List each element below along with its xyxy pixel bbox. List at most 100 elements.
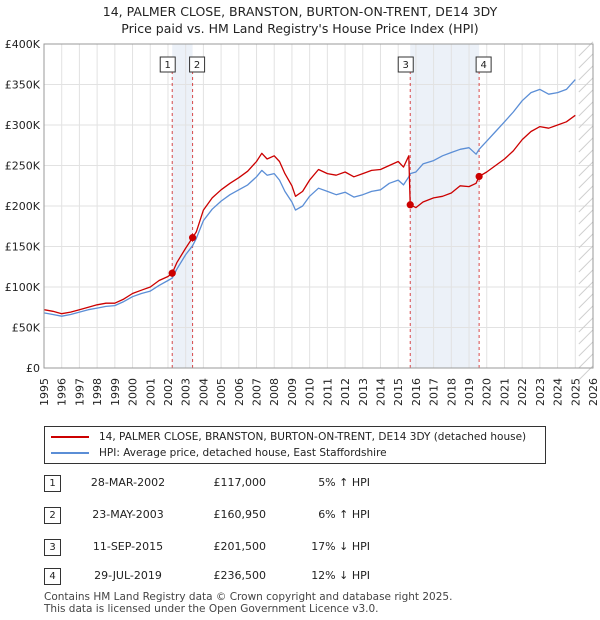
future-hatch (578, 341, 594, 357)
future-hatch (578, 353, 594, 369)
x-tick-label: 2006 (233, 378, 246, 406)
x-tick-label: 2018 (445, 378, 458, 406)
future-hatch (578, 173, 594, 189)
x-tick-label: 2002 (162, 378, 175, 406)
x-tick-label: 2019 (463, 378, 476, 406)
transaction-row: 1 28-MAR-2002 £117,000 5% ↑ HPI (0, 475, 600, 495)
footer-license: This data is licensed under the Open Gov… (44, 603, 379, 615)
transaction-label-box (159, 56, 176, 73)
transaction-price: £117,000 (213, 476, 267, 489)
transaction-label-text: 3 (403, 60, 409, 71)
future-hatch (578, 221, 594, 237)
chart-title-line2: Price paid vs. HM Land Registry's House … (121, 21, 479, 36)
future-hatch (578, 137, 594, 153)
x-tick-label: 2025 (569, 378, 582, 406)
transaction-label-box (397, 56, 414, 73)
x-tick-label: 2013 (357, 378, 370, 406)
future-hatch (578, 185, 594, 201)
future-hatch (578, 209, 594, 225)
legend-label-hpi: HPI: Average price, detached house, East… (99, 447, 387, 459)
transaction-price: £236,500 (213, 569, 267, 582)
future-hatch (578, 149, 594, 165)
future-hatch (578, 53, 594, 69)
transaction-number: 3 (44, 539, 61, 556)
legend-item-hpi: HPI: Average price, detached house, East… (51, 445, 387, 461)
transaction-label-text: 2 (194, 60, 200, 71)
x-tick-label: 2024 (552, 378, 565, 406)
x-tick-label: 2022 (516, 378, 529, 406)
x-tick-label: 1995 (38, 378, 51, 406)
transaction-row: 4 29-JUL-2019 £236,500 12% ↓ HPI (0, 568, 600, 588)
x-tick-label: 2011 (321, 378, 334, 406)
x-tick-label: 2023 (534, 378, 547, 406)
plot-border (43, 43, 594, 369)
transaction-label: 4 (475, 56, 492, 73)
chart-title-line1: 14, PALMER CLOSE, BRANSTON, BURTON-ON-TR… (102, 4, 498, 19)
x-tick-label: 2014 (374, 378, 387, 406)
x-tick-label: 2007 (251, 378, 264, 406)
transaction-price: £201,500 (213, 540, 267, 553)
x-tick-label: 1999 (109, 378, 122, 406)
x-tick-label: 1997 (73, 378, 86, 406)
legend-label-property: 14, PALMER CLOSE, BRANSTON, BURTON-ON-TR… (99, 431, 527, 443)
future-hatch (578, 293, 594, 309)
x-tick-label: 2000 (127, 378, 140, 406)
future-hatch (578, 257, 594, 273)
future-hatch (578, 125, 594, 141)
y-tick-label: £200K (5, 200, 41, 213)
transaction-hpi-diff: 6% ↑ HPI (318, 508, 370, 521)
price-chart: 1 2 3 4 £0 £50K £100K £150K £200K £250K £300K £350… (5, 38, 600, 406)
future-hatch (578, 281, 594, 297)
transaction-label-box (475, 56, 492, 73)
future-hatch (578, 233, 594, 249)
legend-swatch-property (51, 436, 89, 438)
x-tick-label: 2026 (587, 378, 600, 406)
chart-legend: 14, PALMER CLOSE, BRANSTON, BURTON-ON-TR… (44, 426, 546, 464)
x-tick-label: 2021 (498, 378, 511, 406)
x-tick-label: 2012 (339, 378, 352, 406)
future-hatch (578, 101, 594, 117)
transaction-price: £160,950 (213, 508, 267, 521)
y-tick-label: £250K (5, 160, 41, 173)
x-tick-label: 2005 (215, 378, 228, 406)
transaction-date: 23-MAY-2003 (92, 508, 164, 521)
transaction-point (188, 234, 197, 242)
future-hatch (578, 329, 594, 345)
transaction-label-text: 4 (480, 60, 486, 71)
y-tick-label: £350K (5, 79, 41, 92)
transaction-date: 29-JUL-2019 (94, 569, 162, 582)
future-hatch (578, 65, 594, 81)
future-hatch (578, 161, 594, 177)
future-hatch (578, 89, 594, 105)
future-hatch (578, 305, 594, 321)
transaction-point (168, 269, 176, 277)
hpi-line (43, 79, 576, 317)
legend-swatch-hpi (51, 452, 89, 454)
x-tick-label: 1996 (56, 378, 69, 406)
y-tick-label: £400K (5, 38, 41, 51)
x-tick-label: 2017 (428, 378, 441, 406)
x-tick-label: 2003 (180, 378, 193, 406)
x-tick-label: 2008 (268, 378, 281, 406)
transaction-label: 3 (397, 56, 414, 73)
transaction-number: 1 (44, 475, 61, 492)
future-hatch (578, 197, 594, 213)
legend-item-property: 14, PALMER CLOSE, BRANSTON, BURTON-ON-TR… (51, 429, 526, 445)
x-tick-label: 2020 (481, 378, 494, 406)
transaction-number: 4 (44, 568, 61, 585)
transaction-label: 1 (159, 56, 176, 73)
transaction-label: 2 (189, 56, 206, 73)
y-tick-label: £150K (5, 241, 41, 254)
footer-copyright: Contains HM Land Registry data © Crown c… (44, 591, 453, 603)
future-hatch (578, 269, 594, 285)
transaction-number: 2 (44, 507, 61, 524)
y-tick-label: £300K (5, 119, 41, 132)
future-hatch (578, 245, 594, 261)
y-tick-label: £0 (26, 362, 40, 375)
x-tick-label: 2001 (144, 378, 157, 406)
transaction-row: 2 23-MAY-2003 £160,950 6% ↑ HPI (0, 507, 600, 527)
y-tick-label: £100K (5, 281, 41, 294)
transaction-label-box (189, 56, 206, 73)
transaction-hpi-diff: 12% ↓ HPI (311, 569, 370, 582)
x-tick-label: 2010 (304, 378, 317, 406)
